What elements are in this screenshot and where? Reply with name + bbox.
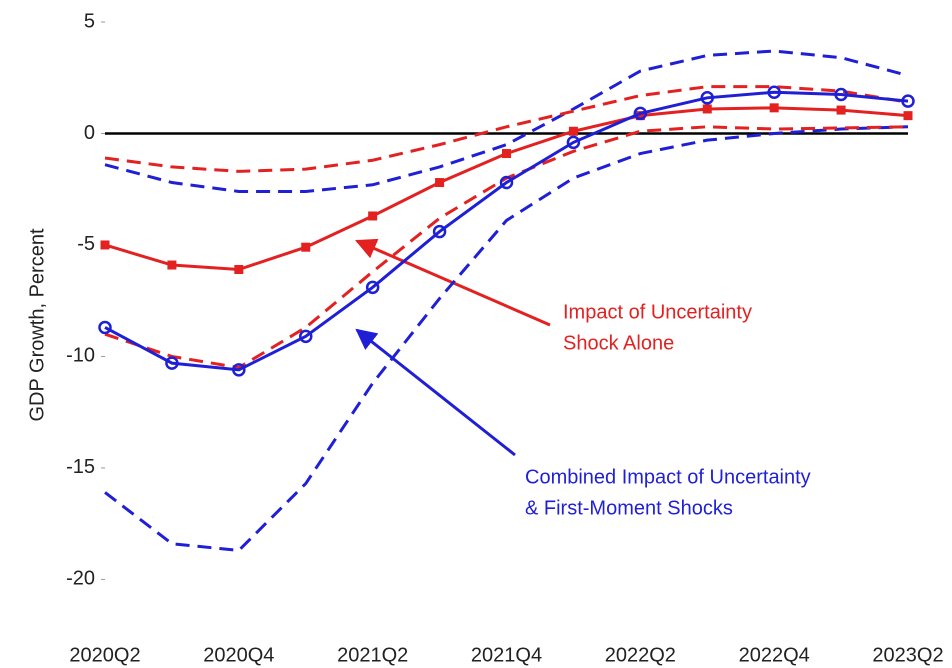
y-tick-label: -5: [77, 233, 95, 255]
x-tick-label: 2023Q2: [872, 644, 943, 666]
series-line: [104, 125, 909, 552]
marker: [365, 280, 380, 295]
x-tick-label: 2020Q2: [69, 644, 140, 666]
series-line: [104, 49, 909, 193]
y-tick-label: 5: [84, 10, 95, 32]
marker: [232, 363, 246, 377]
marker: [767, 85, 781, 99]
marker: [903, 111, 913, 121]
marker: [702, 104, 712, 114]
annotation: Impact of Uncertainty: [563, 301, 752, 323]
y-tick-label: -15: [66, 456, 95, 478]
x-tick-label: 2022Q2: [605, 644, 676, 666]
marker: [299, 329, 313, 344]
marker: [234, 264, 244, 274]
annotation: Shock Alone: [563, 332, 674, 354]
y-tick-label: -10: [66, 345, 95, 367]
series-line: [104, 90, 909, 372]
marker: [368, 211, 378, 221]
x-tick-label: 2021Q4: [471, 644, 542, 666]
marker: [834, 87, 848, 102]
marker: [301, 242, 311, 252]
marker: [98, 320, 112, 335]
y-tick-label: -20: [66, 568, 95, 590]
marker: [769, 103, 779, 113]
marker: [700, 91, 714, 105]
marker: [167, 260, 177, 270]
marker: [499, 175, 514, 190]
marker: [568, 126, 578, 136]
y-tick-label: 0: [84, 122, 95, 144]
marker: [432, 224, 447, 239]
x-tick-label: 2020Q4: [203, 644, 274, 666]
x-tick-label: 2021Q2: [337, 644, 408, 666]
series-line: [104, 125, 909, 370]
annotation: & First-Moment Shocks: [525, 497, 733, 519]
marker: [502, 149, 511, 159]
arrow: [355, 328, 516, 457]
marker: [165, 356, 179, 370]
y-axis-label: GDP Growth, Percent: [26, 228, 48, 421]
marker: [635, 111, 645, 121]
annotation: Combined Impact of Uncertainty: [525, 466, 811, 488]
marker: [100, 240, 110, 250]
marker: [435, 178, 445, 188]
series-line: [104, 85, 909, 173]
x-tick-label: 2022Q4: [739, 644, 810, 666]
marker: [633, 106, 648, 121]
marker: [836, 105, 846, 115]
marker: [566, 135, 581, 150]
marker: [901, 94, 915, 108]
